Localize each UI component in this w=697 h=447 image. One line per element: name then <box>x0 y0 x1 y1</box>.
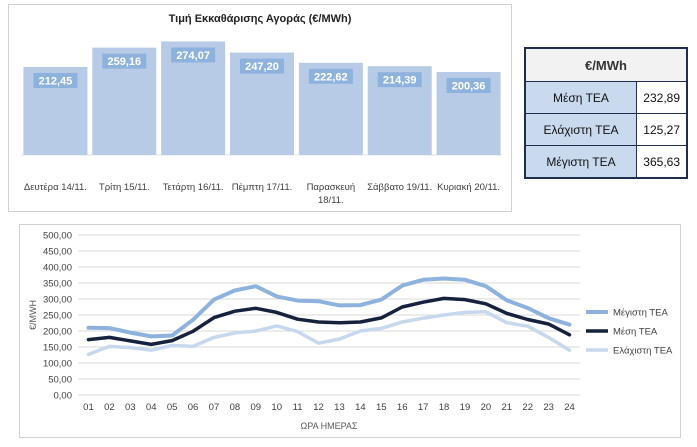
y-tick-label: 50,00 <box>48 375 72 386</box>
x-tick-label: 13 <box>334 402 345 413</box>
x-tick-label: 17 <box>418 402 429 413</box>
stats-label: Μέση ΤΕΑ <box>525 81 637 114</box>
bar-value-label: 214,39 <box>383 75 417 87</box>
series-line <box>86 276 572 339</box>
x-tick-label: 18 <box>439 402 450 413</box>
y-tick-label: 400,00 <box>43 263 72 274</box>
bar-value-label-bg <box>33 72 78 88</box>
stats-label: Μέγιστη ΤΕΑ <box>525 145 637 178</box>
stats-row-min: Ελάχιστη ΤΕΑ 125,27 <box>525 113 687 146</box>
bar-category-label: Πέμπτη 17/11. <box>232 182 293 193</box>
bar-value-label: 212,45 <box>39 75 73 87</box>
y-tick-label: 150,00 <box>43 343 72 354</box>
y-tick-label: 250,00 <box>43 311 72 322</box>
stats-row-avg: Μέση ΤΕΑ 232,89 <box>525 81 687 114</box>
y-tick-label: 350,00 <box>43 279 72 290</box>
stats-value: 125,27 <box>636 113 687 146</box>
y-tick-label: 450,00 <box>43 247 72 258</box>
bar-value-label-bg <box>102 53 147 69</box>
x-tick-label: 22 <box>522 402 533 413</box>
bar-value-label-bg <box>240 58 284 74</box>
series-line <box>86 296 572 347</box>
bar-value-label: 259,16 <box>107 56 141 68</box>
x-tick-label: 02 <box>104 402 115 413</box>
x-tick-label: 14 <box>355 402 366 413</box>
bar-chart-title: Τιμή Εκκαθάρισης Αγοράς (€/MWh) <box>168 13 352 25</box>
bar-chart-panel: Τιμή Εκκαθάρισης Αγοράς (€/MWh) 212,45 Δε… <box>8 4 512 212</box>
x-tick-label: 03 <box>125 402 136 413</box>
y-tick-label: 100,00 <box>43 359 72 370</box>
bar-category-label: Σάββατο 19/11. <box>367 182 432 193</box>
x-tick-label: 21 <box>502 402 513 413</box>
x-tick-label: 01 <box>83 402 94 413</box>
x-tick-label: 19 <box>460 402 471 413</box>
stats-value: 365,63 <box>636 145 687 178</box>
x-tick-label: 12 <box>313 402 324 413</box>
x-tick-label: 07 <box>209 402 220 413</box>
line-chart-panel: 0,00 50,00 100,00 150,00 200,00 250,00 300,00 3… <box>19 224 681 438</box>
bar-value-label-bg <box>377 72 422 88</box>
series-line <box>86 310 572 357</box>
x-tick-label: 11 <box>293 402 303 413</box>
stats-table: €/MWh Μέση ΤΕΑ 232,89 Ελάχιστη ΤΕΑ 125,2… <box>524 47 688 179</box>
stats-value: 232,89 <box>636 81 687 114</box>
y-tick-label: 0,00 <box>54 391 73 402</box>
bar-category-label: Παρασκευή <box>307 182 356 193</box>
legend-label: Μέγιστη ΤΕΑ <box>613 308 669 319</box>
y-axis-label: €/MWH <box>28 300 38 330</box>
x-axis-label: ΩΡΑ ΗΜΕΡΑΣ <box>301 421 358 431</box>
y-tick-label: 500,00 <box>43 231 72 242</box>
stats-row-max: Μέγιστη ΤΕΑ 365,63 <box>525 145 687 178</box>
bar-value-label-bg <box>446 77 491 93</box>
stats-label: Ελάχιστη ΤΕΑ <box>525 113 637 146</box>
x-tick-label: 16 <box>397 402 408 413</box>
x-tick-label: 06 <box>188 402 199 413</box>
bar-value-label: 200,36 <box>452 80 486 92</box>
x-tick-label: 04 <box>146 402 157 413</box>
line-chart: 0,00 50,00 100,00 150,00 200,00 250,00 300,00 3… <box>28 231 673 432</box>
x-tick-label: 05 <box>167 402 178 413</box>
bar-category-label: Τετάρτη 16/11. <box>163 182 224 193</box>
x-tick-label: 10 <box>271 402 282 413</box>
y-tick-label: 200,00 <box>43 327 72 338</box>
bar-value-label: 247,20 <box>245 61 279 73</box>
x-tick-label: 09 <box>251 402 262 413</box>
x-tick-label: 08 <box>230 402 241 413</box>
bar-chart: 212,45 Δευτέρα 14/11. 259,16 Τρίτη 15/11. 27… <box>21 41 503 206</box>
bar-category-label: Κυριακή 20/11. <box>437 182 500 193</box>
legend-label: Μέση ΤΕΑ <box>613 327 658 338</box>
bar-value-label: 222,62 <box>314 71 348 83</box>
stats-header: €/MWh <box>525 48 687 82</box>
bar-value-label-bg <box>308 68 353 84</box>
bar-category-label: Δευτέρα 14/11. <box>24 182 87 193</box>
legend-label: Ελάχιστη ΤΕΑ <box>613 346 673 357</box>
bar-category-label: Τρίτη 15/11. <box>99 182 150 193</box>
bar-value-label-bg <box>171 47 216 63</box>
y-tick-label: 300,00 <box>43 295 72 306</box>
x-tick-label: 20 <box>481 402 492 413</box>
bar-value-label: 274,07 <box>176 50 210 62</box>
x-tick-label: 15 <box>376 402 387 413</box>
x-tick-label: 24 <box>564 402 575 413</box>
bar-category-label: 18/11. <box>318 195 344 206</box>
x-tick-label: 23 <box>543 402 554 413</box>
